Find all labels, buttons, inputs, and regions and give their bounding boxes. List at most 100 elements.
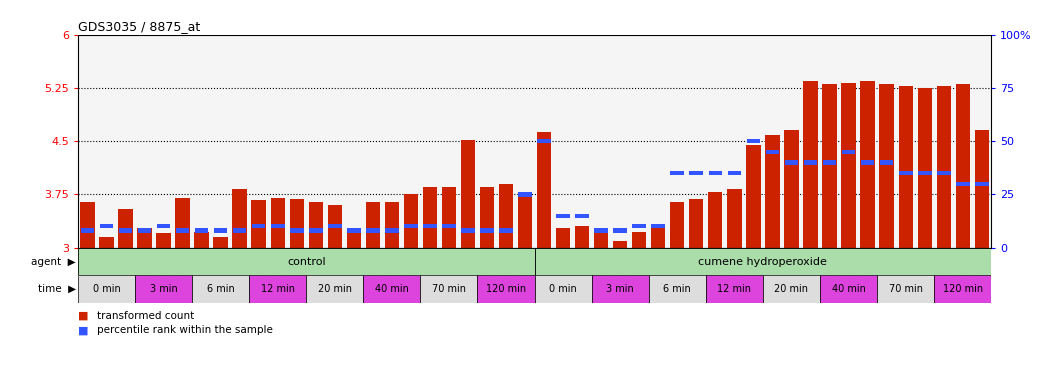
Bar	[347, 233, 361, 248]
Bar	[78, 248, 535, 275]
Bar	[956, 182, 969, 186]
Bar	[118, 209, 133, 248]
Bar	[877, 275, 934, 303]
Bar	[385, 228, 399, 233]
Bar	[899, 171, 912, 175]
Bar	[632, 232, 647, 248]
Bar	[252, 224, 266, 228]
Bar	[763, 275, 820, 303]
Bar	[477, 275, 535, 303]
Bar	[194, 232, 209, 248]
Bar	[728, 189, 741, 248]
Text: 120 min: 120 min	[486, 284, 526, 294]
Text: ■: ■	[78, 311, 88, 321]
Bar	[100, 237, 113, 248]
Bar	[271, 198, 284, 248]
Bar	[306, 275, 363, 303]
Bar	[157, 224, 170, 228]
Bar	[766, 150, 780, 154]
Bar	[823, 160, 837, 165]
Bar	[195, 228, 209, 233]
Bar	[214, 237, 227, 248]
Bar	[233, 228, 246, 233]
Text: transformed count: transformed count	[97, 311, 194, 321]
Text: ■: ■	[78, 325, 88, 335]
Bar	[271, 224, 284, 228]
Bar	[518, 192, 531, 197]
Bar	[366, 228, 380, 233]
Bar	[538, 139, 551, 143]
Text: 70 min: 70 min	[889, 284, 923, 294]
Bar	[803, 160, 817, 165]
Bar	[214, 228, 227, 233]
Bar	[613, 240, 627, 248]
Bar	[861, 160, 874, 165]
Bar	[118, 228, 132, 233]
Bar	[233, 189, 247, 248]
Bar	[632, 224, 646, 228]
Text: 20 min: 20 min	[318, 284, 352, 294]
Text: cumene hydroperoxide: cumene hydroperoxide	[699, 257, 827, 266]
Bar	[728, 171, 741, 175]
Bar	[918, 88, 932, 248]
Bar	[422, 187, 437, 248]
Bar	[708, 192, 722, 248]
Text: 120 min: 120 min	[943, 284, 983, 294]
Bar	[420, 275, 477, 303]
Bar	[537, 132, 551, 248]
Text: 3 min: 3 min	[149, 284, 177, 294]
Bar	[442, 187, 456, 248]
Bar	[461, 228, 474, 233]
Bar	[899, 86, 912, 248]
Bar	[937, 171, 951, 175]
Bar	[785, 131, 798, 248]
Text: 12 min: 12 min	[717, 284, 752, 294]
Bar	[251, 200, 266, 248]
Bar	[535, 275, 592, 303]
Bar	[404, 224, 417, 228]
Bar	[81, 228, 94, 233]
Bar	[594, 233, 608, 248]
Bar	[404, 194, 418, 248]
Bar	[689, 199, 704, 248]
Bar	[595, 228, 608, 233]
Bar	[138, 228, 152, 233]
Bar	[649, 275, 706, 303]
Bar	[822, 84, 837, 248]
Bar	[592, 275, 649, 303]
Text: agent  ▶: agent ▶	[31, 257, 76, 266]
Bar	[442, 224, 456, 228]
Bar	[363, 275, 420, 303]
Bar	[290, 228, 303, 233]
Text: time  ▶: time ▶	[37, 284, 76, 294]
Bar	[249, 275, 306, 303]
Bar	[575, 214, 589, 218]
Bar	[746, 145, 761, 248]
Bar	[651, 227, 665, 248]
Bar	[709, 171, 722, 175]
Bar	[175, 198, 190, 248]
Bar	[556, 214, 570, 218]
Text: 0 min: 0 min	[92, 284, 120, 294]
Text: 12 min: 12 min	[261, 284, 295, 294]
Text: 6 min: 6 min	[207, 284, 235, 294]
Bar	[365, 202, 380, 248]
Bar	[556, 228, 570, 248]
Bar	[765, 136, 780, 248]
Bar	[481, 228, 494, 233]
Bar	[157, 233, 170, 248]
Bar	[918, 171, 931, 175]
Bar	[746, 139, 760, 143]
Bar	[290, 199, 304, 248]
Bar	[309, 228, 323, 233]
Bar	[518, 197, 532, 248]
Bar	[803, 81, 818, 248]
Bar	[879, 84, 894, 248]
Text: 40 min: 40 min	[375, 284, 409, 294]
Bar	[880, 160, 894, 165]
Bar	[480, 187, 494, 248]
Bar	[424, 224, 437, 228]
Bar	[975, 131, 989, 248]
Bar	[328, 224, 342, 228]
Bar	[956, 84, 969, 248]
